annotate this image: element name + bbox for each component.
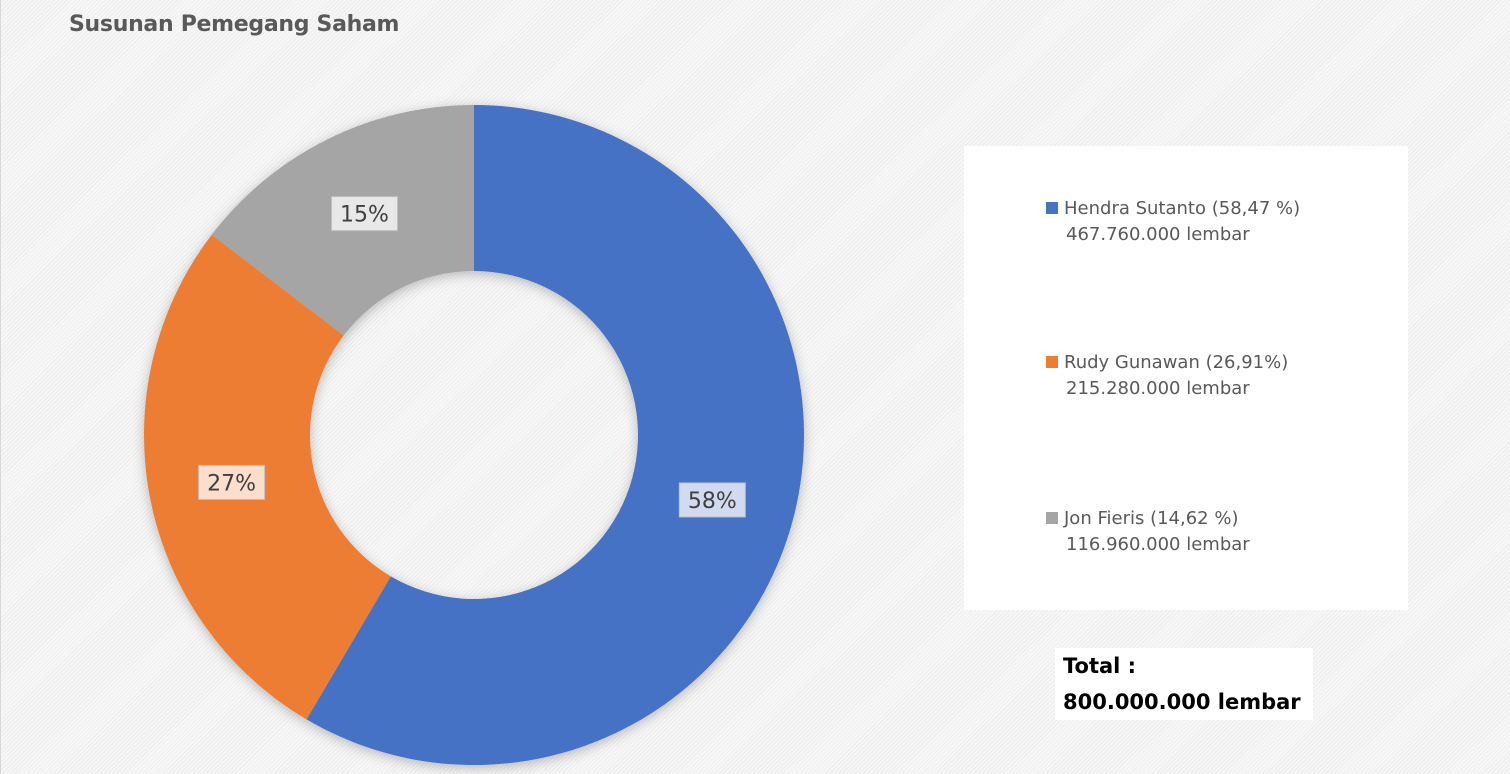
legend: Hendra Sutanto (58,47 %) 467.760.000 lem… — [964, 146, 1408, 610]
donut-slice-rudy-gunawan — [143, 234, 391, 720]
legend-swatch — [1046, 512, 1058, 524]
legend-shares: 116.960.000 lembar — [1066, 534, 1250, 555]
data-label: 27% — [198, 464, 266, 500]
data-label: 15% — [330, 196, 398, 232]
legend-name: Jon Fieris (14,62 %) — [1064, 508, 1239, 529]
data-label-text: 27% — [207, 471, 256, 496]
legend-name: Hendra Sutanto (58,47 %) — [1064, 198, 1301, 219]
total-box: Total : 800.000.000 lembar — [1055, 648, 1313, 720]
data-label-box — [198, 464, 266, 500]
legend-name: Rudy Gunawan (26,91%) — [1064, 352, 1289, 373]
data-label: 58% — [678, 482, 746, 518]
data-label-text: 58% — [688, 489, 737, 514]
total-label: Total : — [1063, 654, 1137, 678]
legend-shares: 467.760.000 lembar — [1066, 224, 1250, 245]
legend-swatch — [1046, 356, 1058, 368]
data-label-box — [330, 196, 398, 232]
total-value: 800.000.000 lembar — [1063, 690, 1301, 714]
data-label-box — [678, 482, 746, 518]
data-label-text: 15% — [340, 203, 389, 228]
legend-item-jon-fieris: Jon Fieris (14,62 %) 116.960.000 lembar — [1046, 506, 1250, 558]
donut-slice-hendra-sutanto — [306, 105, 804, 766]
legend-swatch — [1046, 202, 1058, 214]
legend-item-hendra-sutanto: Hendra Sutanto (58,47 %) 467.760.000 lem… — [1046, 196, 1300, 248]
chart-title: Susunan Pemegang Saham — [69, 12, 400, 37]
legend-shares: 215.280.000 lembar — [1066, 378, 1250, 399]
legend-item-rudy-gunawan: Rudy Gunawan (26,91%) 215.280.000 lembar — [1046, 350, 1288, 402]
